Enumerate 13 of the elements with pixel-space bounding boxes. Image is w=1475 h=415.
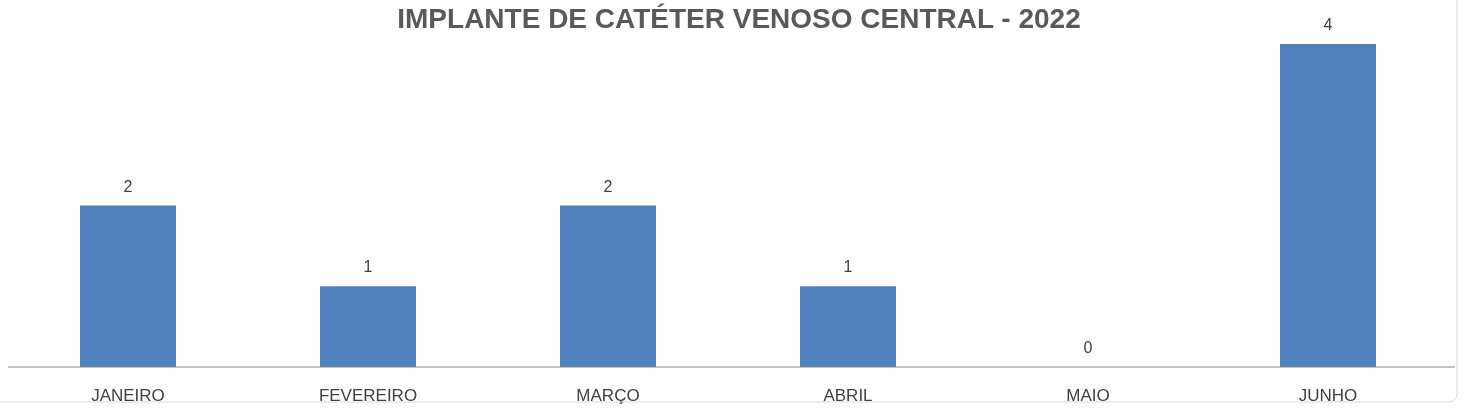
- data-label: 1: [363, 258, 373, 276]
- data-label: 2: [123, 177, 133, 195]
- data-label: 0: [1083, 339, 1093, 356]
- chart-title: IMPLANTE DE CATÉTER VENOSO CENTRAL - 2022: [397, 3, 1081, 34]
- x-tick-label: JANEIRO: [91, 386, 165, 405]
- x-tick-label: FEVEREIRO: [318, 386, 418, 405]
- x-tick-label: ABRIL: [823, 386, 873, 405]
- x-tick-label: JUNHO: [1298, 386, 1358, 405]
- data-label: 4: [1323, 16, 1333, 33]
- data-label: 1: [843, 258, 853, 276]
- data-label: 2: [603, 177, 613, 195]
- x-tick-label: MARÇO: [576, 386, 640, 405]
- x-tick-label: MAIO: [1066, 386, 1110, 405]
